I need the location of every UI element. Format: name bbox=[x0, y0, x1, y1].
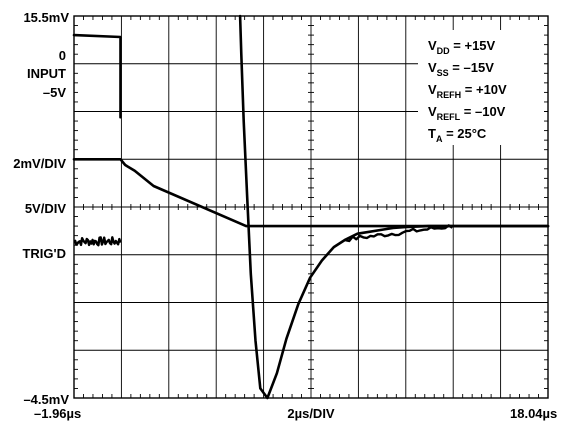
plot-frame bbox=[73, 15, 549, 399]
y-bottom-label: –4.5mV bbox=[23, 392, 69, 407]
input-label: INPUT bbox=[27, 66, 66, 81]
conditions-box bbox=[418, 30, 544, 145]
y-top-label: 15.5mV bbox=[23, 10, 69, 25]
conditions-legend: VDD = +15V VSS = –15V VREFH = +10V VREFL… bbox=[428, 38, 507, 144]
trig-label: TRIG'D bbox=[22, 246, 66, 261]
x-start-label: –1.96µs bbox=[34, 406, 81, 421]
output-response-trace bbox=[238, 14, 550, 400]
condition-vdd: VDD = +15V bbox=[428, 38, 496, 56]
condition-vrefh: VREFH = +10V bbox=[428, 82, 507, 100]
condition-vrefl: VREFL = –10V bbox=[428, 104, 506, 122]
condition-ta: TA = 25°C bbox=[428, 126, 487, 144]
x-scale-label: 2µs/DIV bbox=[287, 406, 335, 421]
trace-group bbox=[72, 14, 550, 400]
trigger-trace bbox=[72, 158, 550, 228]
x-end-label: 18.04µs bbox=[510, 406, 557, 421]
condition-vss: VSS = –15V bbox=[428, 60, 494, 78]
output-scale-label: 2mV/DIV bbox=[13, 156, 66, 171]
input-minus5-label: –5V bbox=[43, 85, 66, 100]
input-zero-label: 0 bbox=[59, 48, 66, 63]
input-step-trace bbox=[72, 33, 122, 119]
output-noise-trace bbox=[73, 236, 122, 247]
trig-scale-label: 5V/DIV bbox=[25, 201, 67, 216]
graticule-grid bbox=[74, 16, 548, 398]
output-settling-noise-trace bbox=[345, 224, 453, 243]
